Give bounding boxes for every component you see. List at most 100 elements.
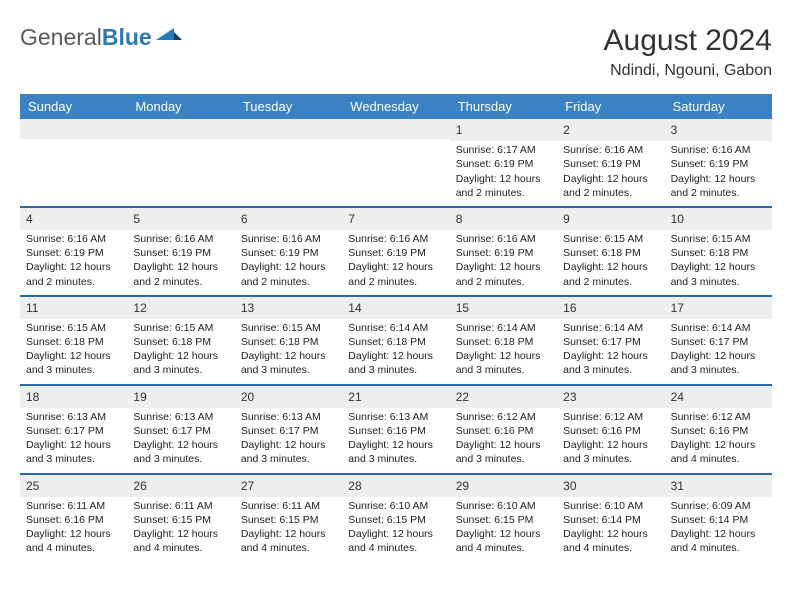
sunset-text: Sunset: 6:16 PM bbox=[563, 424, 658, 438]
brand-logo: GeneralBlue bbox=[20, 24, 182, 51]
daylight-text: Daylight: 12 hours and 3 minutes. bbox=[241, 438, 336, 466]
day-number: 26 bbox=[127, 475, 234, 497]
sunrise-text: Sunrise: 6:16 AM bbox=[26, 232, 121, 246]
sunrise-text: Sunrise: 6:11 AM bbox=[241, 499, 336, 513]
cell-body: Sunrise: 6:16 AMSunset: 6:19 PMDaylight:… bbox=[450, 230, 557, 295]
day-number: 12 bbox=[127, 297, 234, 319]
day-number: 8 bbox=[450, 208, 557, 230]
calendar-cell: 2Sunrise: 6:16 AMSunset: 6:19 PMDaylight… bbox=[557, 119, 664, 206]
sunrise-text: Sunrise: 6:10 AM bbox=[456, 499, 551, 513]
calendar-cell bbox=[20, 119, 127, 206]
sunrise-text: Sunrise: 6:16 AM bbox=[456, 232, 551, 246]
sunset-text: Sunset: 6:19 PM bbox=[26, 246, 121, 260]
calendar-cell: 6Sunrise: 6:16 AMSunset: 6:19 PMDaylight… bbox=[235, 208, 342, 295]
sunrise-text: Sunrise: 6:15 AM bbox=[133, 321, 228, 335]
sunset-text: Sunset: 6:18 PM bbox=[563, 246, 658, 260]
sunrise-text: Sunrise: 6:12 AM bbox=[563, 410, 658, 424]
sunset-text: Sunset: 6:15 PM bbox=[348, 513, 443, 527]
sunrise-text: Sunrise: 6:16 AM bbox=[241, 232, 336, 246]
daylight-text: Daylight: 12 hours and 3 minutes. bbox=[26, 349, 121, 377]
cell-body: Sunrise: 6:11 AMSunset: 6:16 PMDaylight:… bbox=[20, 497, 127, 562]
cell-body: Sunrise: 6:10 AMSunset: 6:15 PMDaylight:… bbox=[450, 497, 557, 562]
day-number: 28 bbox=[342, 475, 449, 497]
cell-body: Sunrise: 6:13 AMSunset: 6:17 PMDaylight:… bbox=[235, 408, 342, 473]
day-number bbox=[235, 119, 342, 139]
sunset-text: Sunset: 6:19 PM bbox=[133, 246, 228, 260]
day-number: 23 bbox=[557, 386, 664, 408]
daylight-text: Daylight: 12 hours and 4 minutes. bbox=[671, 527, 766, 555]
sunset-text: Sunset: 6:19 PM bbox=[348, 246, 443, 260]
sunrise-text: Sunrise: 6:16 AM bbox=[348, 232, 443, 246]
daylight-text: Daylight: 12 hours and 3 minutes. bbox=[26, 438, 121, 466]
calendar-cell: 13Sunrise: 6:15 AMSunset: 6:18 PMDayligh… bbox=[235, 297, 342, 384]
sunset-text: Sunset: 6:14 PM bbox=[671, 513, 766, 527]
daylight-text: Daylight: 12 hours and 3 minutes. bbox=[671, 260, 766, 288]
sunset-text: Sunset: 6:19 PM bbox=[563, 157, 658, 171]
cell-body: Sunrise: 6:15 AMSunset: 6:18 PMDaylight:… bbox=[557, 230, 664, 295]
daylight-text: Daylight: 12 hours and 4 minutes. bbox=[241, 527, 336, 555]
daylight-text: Daylight: 12 hours and 3 minutes. bbox=[348, 349, 443, 377]
daylight-text: Daylight: 12 hours and 4 minutes. bbox=[26, 527, 121, 555]
calendar-cell: 5Sunrise: 6:16 AMSunset: 6:19 PMDaylight… bbox=[127, 208, 234, 295]
weekday-header: Monday bbox=[127, 94, 234, 119]
calendar-cell: 12Sunrise: 6:15 AMSunset: 6:18 PMDayligh… bbox=[127, 297, 234, 384]
calendar-cell: 21Sunrise: 6:13 AMSunset: 6:16 PMDayligh… bbox=[342, 386, 449, 473]
sunset-text: Sunset: 6:16 PM bbox=[26, 513, 121, 527]
cell-body: Sunrise: 6:09 AMSunset: 6:14 PMDaylight:… bbox=[665, 497, 772, 562]
daylight-text: Daylight: 12 hours and 4 minutes. bbox=[348, 527, 443, 555]
daylight-text: Daylight: 12 hours and 4 minutes. bbox=[456, 527, 551, 555]
calendar-cell: 19Sunrise: 6:13 AMSunset: 6:17 PMDayligh… bbox=[127, 386, 234, 473]
daylight-text: Daylight: 12 hours and 2 minutes. bbox=[456, 172, 551, 200]
calendar-week: 1Sunrise: 6:17 AMSunset: 6:19 PMDaylight… bbox=[20, 119, 772, 208]
day-number: 17 bbox=[665, 297, 772, 319]
sunset-text: Sunset: 6:19 PM bbox=[456, 157, 551, 171]
weekday-header: Tuesday bbox=[235, 94, 342, 119]
day-number: 2 bbox=[557, 119, 664, 141]
calendar-cell: 7 Sunrise: 6:16 AMSunset: 6:19 PMDaylight… bbox=[342, 208, 449, 295]
weekday-header: Saturday bbox=[665, 94, 772, 119]
calendar-cell: 18Sunrise: 6:13 AMSunset: 6:17 PMDayligh… bbox=[20, 386, 127, 473]
cell-body: Sunrise: 6:14 AMSunset: 6:17 PMDaylight:… bbox=[557, 319, 664, 384]
day-number: 7 bbox=[342, 208, 449, 230]
sunrise-text: Sunrise: 6:13 AM bbox=[133, 410, 228, 424]
cell-body: Sunrise: 6:14 AMSunset: 6:18 PMDaylight:… bbox=[450, 319, 557, 384]
calendar-week: 18Sunrise: 6:13 AMSunset: 6:17 PMDayligh… bbox=[20, 386, 772, 475]
calendar-cell bbox=[342, 119, 449, 206]
calendar-cell: 29Sunrise: 6:10 AMSunset: 6:15 PMDayligh… bbox=[450, 475, 557, 562]
page-header: GeneralBlue August 2024 Ndindi, Ngouni, … bbox=[20, 24, 772, 80]
cell-body: Sunrise: 6:13 AMSunset: 6:16 PMDaylight:… bbox=[342, 408, 449, 473]
cell-body: Sunrise: 6:10 AMSunset: 6:15 PMDaylight:… bbox=[342, 497, 449, 562]
sunrise-text: Sunrise: 6:16 AM bbox=[671, 143, 766, 157]
sunrise-text: Sunrise: 6:11 AM bbox=[133, 499, 228, 513]
sunset-text: Sunset: 6:17 PM bbox=[26, 424, 121, 438]
brand-part1: General bbox=[20, 24, 102, 50]
sunrise-text: Sunrise: 6:12 AM bbox=[456, 410, 551, 424]
sunrise-text: Sunrise: 6:14 AM bbox=[456, 321, 551, 335]
day-number: 3 bbox=[665, 119, 772, 141]
daylight-text: Daylight: 12 hours and 2 minutes. bbox=[348, 260, 443, 288]
cell-body: Sunrise: 6:15 AMSunset: 6:18 PMDaylight:… bbox=[127, 319, 234, 384]
sunrise-text: Sunrise: 6:13 AM bbox=[26, 410, 121, 424]
sunrise-text: Sunrise: 6:15 AM bbox=[671, 232, 766, 246]
cell-body: Sunrise: 6:15 AMSunset: 6:18 PMDaylight:… bbox=[235, 319, 342, 384]
sunset-text: Sunset: 6:17 PM bbox=[563, 335, 658, 349]
sunset-text: Sunset: 6:19 PM bbox=[456, 246, 551, 260]
weekday-header: Friday bbox=[557, 94, 664, 119]
sunset-text: Sunset: 6:18 PM bbox=[348, 335, 443, 349]
cell-body: Sunrise: 6:14 AMSunset: 6:17 PMDaylight:… bbox=[665, 319, 772, 384]
sunrise-text: Sunrise: 6:12 AM bbox=[671, 410, 766, 424]
calendar-cell: 30Sunrise: 6:10 AMSunset: 6:14 PMDayligh… bbox=[557, 475, 664, 562]
sunrise-text: Sunrise: 6:15 AM bbox=[26, 321, 121, 335]
daylight-text: Daylight: 12 hours and 2 minutes. bbox=[133, 260, 228, 288]
sunrise-text: Sunrise: 6:13 AM bbox=[241, 410, 336, 424]
calendar-cell: 10Sunrise: 6:15 AMSunset: 6:18 PMDayligh… bbox=[665, 208, 772, 295]
sunset-text: Sunset: 6:16 PM bbox=[456, 424, 551, 438]
day-number: 13 bbox=[235, 297, 342, 319]
brand-part2: Blue bbox=[102, 24, 152, 50]
day-number bbox=[127, 119, 234, 139]
sunrise-text: Sunrise: 6:14 AM bbox=[563, 321, 658, 335]
day-number: 21 bbox=[342, 386, 449, 408]
sunset-text: Sunset: 6:15 PM bbox=[456, 513, 551, 527]
day-number: 24 bbox=[665, 386, 772, 408]
daylight-text: Daylight: 12 hours and 2 minutes. bbox=[563, 172, 658, 200]
